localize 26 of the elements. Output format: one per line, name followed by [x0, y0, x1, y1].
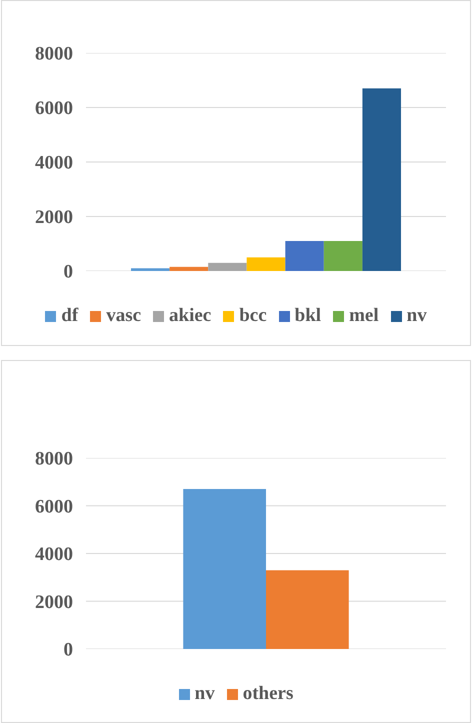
bar — [246, 257, 286, 271]
legend-label: mel — [349, 305, 379, 327]
y-tick-label: 4000 — [35, 152, 73, 174]
bar — [324, 241, 362, 271]
legend-label: others — [242, 683, 294, 705]
legend-label: akiec — [169, 305, 212, 327]
y-tick-label: 4000 — [35, 544, 73, 566]
bar — [285, 241, 324, 271]
y-tick-label: 2000 — [35, 592, 73, 613]
bar — [362, 88, 401, 271]
legend-label: bkl — [294, 305, 322, 327]
y-tick-label: 0 — [64, 640, 73, 661]
y-tick-label: 6000 — [35, 496, 73, 518]
bar — [131, 268, 170, 271]
y-tick-label: 8000 — [35, 44, 73, 65]
y-tick-label: 0 — [64, 262, 73, 283]
legend-label: bcc — [239, 305, 267, 327]
legend-label: nv — [194, 683, 215, 705]
legend-label: df — [61, 305, 78, 327]
y-tick-label: 8000 — [35, 448, 73, 470]
y-tick-label: 2000 — [35, 207, 73, 228]
legend-label: nv — [406, 305, 427, 327]
bar — [170, 266, 208, 271]
y-tick-label: 6000 — [35, 98, 73, 120]
legend-label: vasc — [106, 305, 142, 327]
bar — [208, 262, 247, 271]
